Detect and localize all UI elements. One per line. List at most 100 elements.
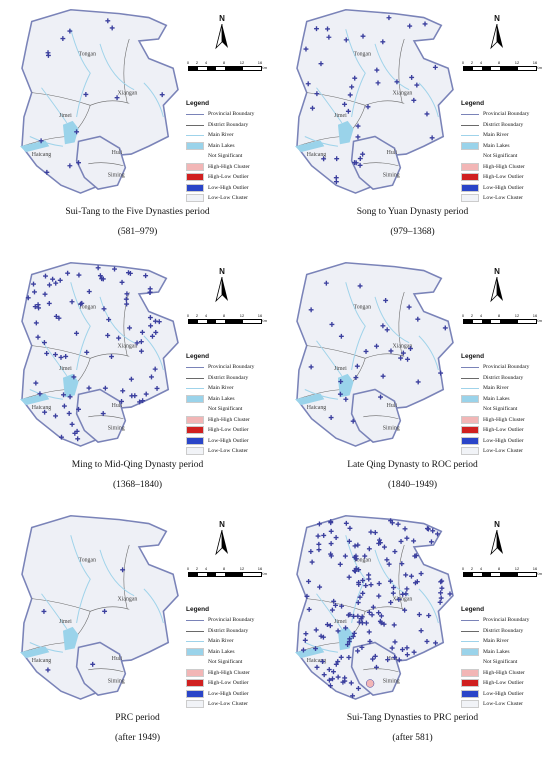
main-river: [143, 588, 164, 624]
district-boundary: [306, 345, 405, 359]
cluster-marker: [318, 61, 324, 67]
cluster-marker: [385, 657, 391, 663]
main-river: [418, 82, 439, 118]
legend-symbol: [186, 436, 204, 445]
town-label: Siming: [108, 172, 125, 178]
cluster-marker: [335, 628, 341, 634]
cluster-marker: [123, 296, 129, 302]
legend-item: Not Significant: [461, 151, 549, 162]
cluster-marker: [400, 350, 406, 356]
period-title: Song to Yuan Dynasty period: [356, 207, 469, 217]
legend-item: Provincial Boundary: [186, 615, 274, 626]
cluster-marker: [101, 306, 107, 312]
cluster-marker: [388, 578, 393, 584]
legend-label: Not Significant: [208, 153, 243, 160]
legend-label: Main Lakes: [208, 395, 235, 402]
legend-item: District Boundary: [186, 373, 274, 384]
cluster-marker: [352, 554, 358, 560]
period-range: (1840–1949): [387, 480, 438, 490]
cluster-marker: [99, 276, 105, 282]
cluster-marker: [354, 363, 360, 369]
cluster-marker: [343, 396, 349, 402]
town-label: Jimei: [334, 366, 347, 372]
cluster-marker: [425, 526, 430, 532]
cluster-marker: [53, 413, 58, 419]
scale-tick-label: 16: [532, 566, 538, 571]
cluster-marker: [329, 607, 335, 613]
north-label: N: [219, 267, 225, 276]
cluster-marker: [74, 129, 80, 135]
cluster-marker: [386, 561, 392, 567]
legend-symbol: [186, 668, 204, 677]
cluster-marker: [347, 612, 353, 618]
north-arrow: N: [486, 14, 508, 54]
cluster-marker: [391, 622, 397, 628]
town-label: Siming: [383, 678, 400, 684]
cluster-marker: [355, 613, 361, 619]
legend-label: Low-Low Cluster: [483, 701, 523, 708]
scale-bar-graphic: [188, 319, 262, 324]
legend-symbol: [186, 194, 204, 203]
cluster-marker: [124, 291, 130, 297]
legend-item: Main River: [461, 383, 549, 394]
cluster-marker: [32, 289, 37, 295]
town-label: Jimei: [334, 619, 347, 625]
main-lake: [295, 393, 325, 406]
legend-symbol: [461, 637, 479, 645]
scale-tick-label: 8: [222, 566, 226, 571]
map-panel: Tongan Xiangan Jimei Haicang Huli Siming N 0 2 4 8…: [0, 253, 275, 506]
scale-unit: Km: [536, 571, 542, 576]
legend-item: Low-High Outlier: [186, 436, 274, 447]
legend-symbol: [461, 374, 479, 382]
cluster-marker: [362, 553, 368, 559]
north-arrow: N: [486, 520, 508, 560]
legend-symbol: [461, 405, 479, 413]
legend-label: Low-High Outlier: [483, 184, 524, 191]
main-river: [99, 296, 135, 344]
legend-item: High-Low Outlier: [186, 172, 274, 183]
legend-item: Low-Low Cluster: [461, 446, 549, 457]
cluster-marker: [442, 325, 448, 331]
cluster-marker: [368, 529, 374, 535]
scale-tick-label: 12: [514, 60, 520, 65]
cluster-marker: [331, 669, 336, 675]
main-lake: [20, 393, 50, 406]
legend-item: Not Significant: [461, 404, 549, 415]
cluster-marker: [127, 325, 132, 331]
cluster-marker: [36, 305, 42, 311]
cluster-marker: [424, 111, 430, 117]
legend-label: Provincial Boundary: [483, 364, 530, 371]
legend: Legend Provincial Boundary District Bounda…: [186, 100, 274, 204]
cluster-marker: [357, 594, 363, 600]
cluster-marker: [302, 637, 308, 643]
legend-title: Legend: [461, 353, 485, 360]
legend-label: Not Significant: [208, 659, 243, 666]
legend-item: Main Lakes: [461, 647, 549, 658]
legend-item: Low-High Outlier: [186, 183, 274, 194]
cluster-marker: [366, 546, 372, 552]
cluster-marker: [429, 135, 435, 141]
town-label: Haicang: [32, 152, 52, 158]
town-label: Haicang: [32, 658, 52, 664]
cluster-marker: [355, 685, 361, 691]
legend-label: Provincial Boundary: [483, 111, 530, 118]
cluster-marker: [435, 531, 440, 537]
cluster-marker: [415, 379, 421, 385]
main-river: [70, 282, 91, 371]
legend-label: High-Low Outlier: [483, 427, 524, 434]
cluster-marker: [316, 541, 322, 547]
cluster-marker: [351, 630, 357, 636]
legend-label: Main Lakes: [208, 142, 235, 149]
town-label: Jimei: [59, 113, 72, 119]
cluster-marker: [414, 82, 420, 88]
legend-symbol: [186, 637, 204, 645]
cluster-marker: [355, 542, 361, 548]
legend-symbol: [461, 447, 479, 456]
main-river: [418, 335, 439, 371]
legend-label: High-Low Outlier: [208, 680, 249, 687]
main-lake: [295, 646, 325, 659]
district-boundary: [88, 415, 124, 420]
scale-tick-label: 16: [532, 313, 538, 318]
cluster-marker: [338, 333, 344, 339]
cluster-marker: [41, 340, 47, 346]
